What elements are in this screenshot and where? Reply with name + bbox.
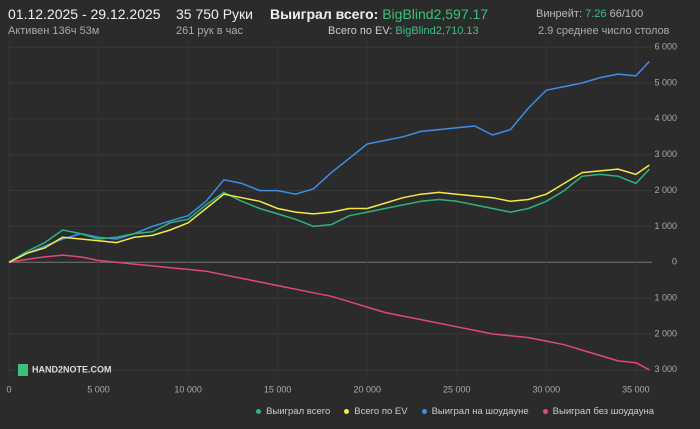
- hands-per-hour: 261 рук в час: [176, 25, 244, 37]
- legend-item[interactable]: Выиграл всего: [256, 406, 330, 417]
- legend-label: Всего по EV: [354, 406, 408, 417]
- series-line: [8, 60, 650, 263]
- legend-marker: [256, 408, 262, 414]
- y-tick-label: 5 000: [654, 77, 677, 87]
- x-tick-label: 0: [6, 384, 11, 394]
- series-line: [8, 168, 650, 263]
- legend-label: Выиграл без шоудауна: [552, 406, 654, 417]
- x-tick-label: 30 000: [533, 384, 561, 394]
- legend-marker: [344, 408, 350, 414]
- ev-value: BigBlind2,710.13: [395, 25, 479, 37]
- y-tick-label: 3 000: [654, 364, 677, 374]
- legend-item[interactable]: Выиграл на шоудауне: [421, 406, 529, 417]
- x-tick-label: 35 000: [622, 384, 650, 394]
- x-tick-label: 15 000: [264, 384, 292, 394]
- legend-item[interactable]: Выиграл без шоудауна: [542, 406, 654, 417]
- y-tick-label: 6 000: [654, 42, 677, 52]
- y-tick-label: 1 000: [654, 293, 677, 303]
- legend-label: Выиграл всего: [266, 406, 331, 417]
- legend: Выиграл всего Всего по EV Выиграл на шоуда…: [256, 406, 654, 417]
- y-tick-label: 3 000: [654, 149, 677, 159]
- x-tick-label: 25 000: [443, 384, 471, 394]
- y-tick-label: 0: [672, 257, 677, 267]
- y-tick-label: 1 000: [654, 221, 677, 231]
- tables: 2.9 среднее число столов: [538, 25, 670, 37]
- won-label: Выиграл всего:: [270, 6, 379, 22]
- logo: HAND2NOTE.COM: [18, 364, 112, 376]
- series-line: [8, 164, 650, 263]
- logo-text: HAND2NOTE.COM: [32, 364, 112, 375]
- y-tick-label: 2 000: [654, 328, 677, 338]
- x-tick-label: 10 000: [174, 384, 202, 394]
- winrate-sample: 66/100: [609, 8, 644, 20]
- active-time: Активен 136ч 53м: [8, 25, 100, 37]
- y-tick-label: 4 000: [654, 113, 677, 123]
- legend-label: Выиграл на шоудауне: [431, 406, 529, 417]
- date-range: 01.12.2025 - 29.12.2025: [8, 6, 161, 22]
- x-tick-label: 5 000: [87, 384, 110, 394]
- hands: 35 750 Руки: [176, 6, 253, 22]
- series-line: [8, 254, 650, 371]
- x-tick-label: 20 000: [353, 384, 381, 394]
- y-tick-label: 2 000: [654, 185, 677, 195]
- legend-marker: [421, 408, 427, 414]
- ev-label: Всего по EV:: [328, 25, 393, 37]
- winrate-label: Винрейт:: [536, 8, 583, 20]
- logo-icon: [18, 364, 28, 376]
- legend-item[interactable]: Всего по EV: [344, 406, 408, 417]
- won-value: BigBlind2,597.17: [382, 6, 489, 22]
- legend-marker: [542, 408, 548, 414]
- winrate-value: 7.26: [585, 8, 607, 20]
